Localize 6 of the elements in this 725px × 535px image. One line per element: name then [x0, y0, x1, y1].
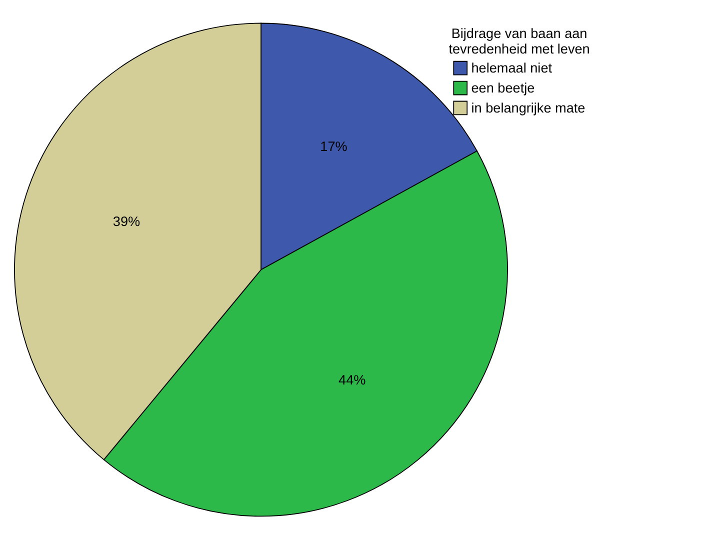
legend-label: helemaal niet: [471, 60, 552, 76]
data-label: 17%: [320, 139, 348, 154]
legend-label: een beetje: [471, 80, 535, 96]
data-label: 39%: [112, 214, 140, 229]
data-label: 44%: [338, 372, 366, 388]
legend-label: in belangrijke mate: [471, 100, 586, 116]
